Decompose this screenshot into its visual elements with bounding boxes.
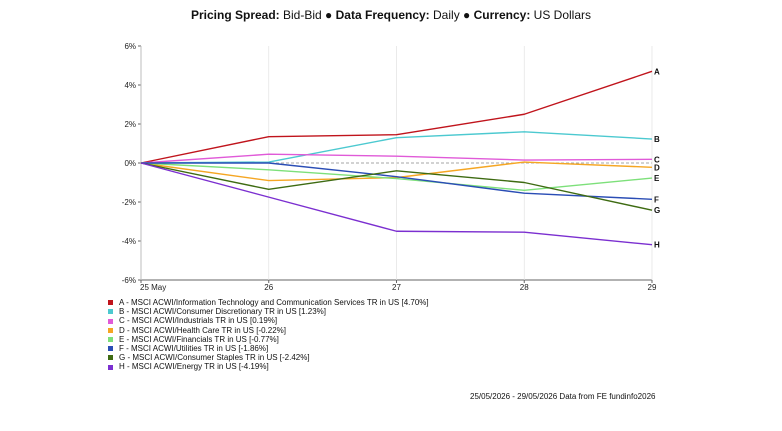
legend-swatch [108,346,113,352]
legend-swatch [108,355,113,361]
series-line [140,162,653,246]
series-line [140,70,653,164]
y-tick-label: -6% [122,276,136,285]
series-end-labels: A B CDE FG H [654,67,660,249]
chart-axes: 6% 4% 2% 0% -2% -4% -6% 25 May 26 27 28 29 [122,42,657,292]
x-tick-label: 29 [648,283,657,292]
legend-item: G - MSCI ACWI/Consumer Staples TR in US … [108,353,429,362]
y-tick-label: 0% [124,159,136,168]
legend-swatch [108,318,113,324]
series-line [140,161,653,182]
series-line [140,162,653,192]
legend-item: A - MSCI ACWI/Information Technology and… [108,298,429,307]
legend-swatch [108,327,113,333]
legend-label: F - MSCI ACWI/Utilities TR in US [-1.86%… [119,344,269,354]
legend-label: D - MSCI ACWI/Health Care TR in US [-0.2… [119,325,287,335]
frequency-label: Data Frequency: [335,8,430,22]
legend-item: C - MSCI ACWI/Industrials TR in US [0.19… [108,316,429,325]
legend-item: B - MSCI ACWI/Consumer Discretionary TR … [108,307,429,316]
series-end-label: H [654,241,660,250]
series-end-label: F [654,195,659,204]
x-tick-label: 27 [392,283,401,292]
legend-swatch [108,336,113,342]
y-tick-label: -4% [122,237,136,246]
x-tick-label: 25 May [140,283,166,292]
legend-swatch [108,364,113,370]
legend-item: D - MSCI ACWI/Health Care TR in US [-0.2… [108,326,429,335]
series-end-label: G [654,206,660,215]
series-end-label: A [654,67,660,76]
y-tick-label: 6% [124,42,136,51]
currency-label: Currency: [473,8,531,22]
x-tick-label: 28 [520,283,529,292]
legend-swatch [108,300,113,306]
series-line [140,153,653,164]
legend-label: C - MSCI ACWI/Industrials TR in US [0.19… [119,316,278,326]
legend-label: E - MSCI ACWI/Financials TR in US [-0.77… [119,334,279,344]
legend-swatch [108,309,113,315]
legend-label: A - MSCI ACWI/Information Technology and… [119,298,429,307]
data-source-footer: 25/05/2026 - 29/05/2026 Data from FE fun… [470,392,656,401]
legend-label: G - MSCI ACWI/Consumer Staples TR in US … [119,353,310,363]
series-end-label: B [654,135,660,144]
series-lines [140,70,653,246]
series-line [140,162,653,211]
legend-label: H - MSCI ACWI/Energy TR in US [-4.19%] [119,362,269,372]
y-tick-label: 4% [124,81,136,90]
legend-item: H - MSCI ACWI/Energy TR in US [-4.19%] [108,362,429,371]
legend-item: F - MSCI ACWI/Utilities TR in US [-1.86%… [108,344,429,353]
series-end-label: C [654,155,660,164]
chart-legend: A - MSCI ACWI/Information Technology and… [108,298,429,372]
y-tick-label: -2% [122,198,136,207]
chart-header: Pricing Spread: Bid-Bid ● Data Frequency… [0,8,782,22]
y-tick-label: 2% [124,120,136,129]
series-end-label: E [654,174,660,183]
currency-value: US Dollars [533,8,592,22]
legend-item: E - MSCI ACWI/Financials TR in US [-0.77… [108,335,429,344]
legend-label: B - MSCI ACWI/Consumer Discretionary TR … [119,307,327,317]
header-separator: ● [463,8,471,22]
spread-value: Bid-Bid [283,8,322,22]
spread-label: Pricing Spread: [190,8,280,22]
series-end-label: D [654,163,660,172]
x-tick-label: 26 [264,283,273,292]
header-separator: ● [325,8,333,22]
frequency-value: Daily [433,8,460,22]
series-line [141,162,653,200]
